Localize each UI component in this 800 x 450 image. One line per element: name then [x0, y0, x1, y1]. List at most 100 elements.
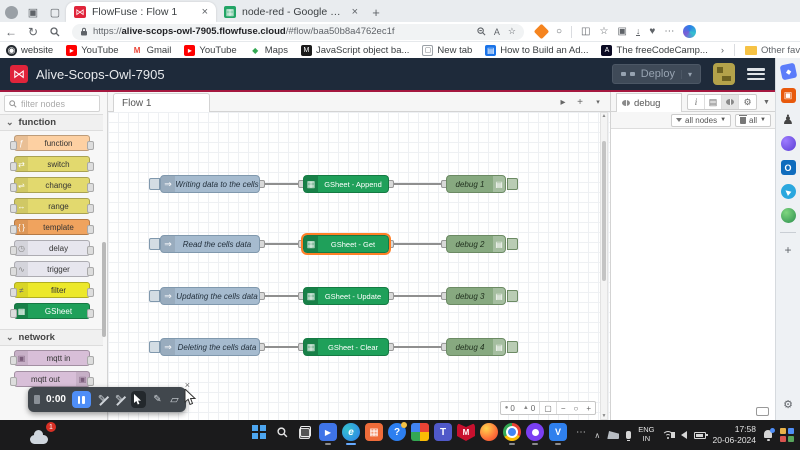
debug-node[interactable]: debug 2 ▤: [446, 235, 506, 253]
scroll-up-icon[interactable]: ▲: [601, 113, 607, 119]
palette-node-switch[interactable]: ⇄ switch: [10, 156, 94, 172]
error-count[interactable]: ● 0: [504, 403, 515, 413]
clock[interactable]: 17:58 20-06-2024: [713, 424, 756, 445]
taskbar-overflow-icon[interactable]: [572, 423, 590, 441]
speaker-icon[interactable]: [670, 431, 687, 439]
profile-avatar-icon[interactable]: [0, 2, 22, 22]
flow-tab[interactable]: Flow 1: [113, 93, 210, 112]
wifi-icon[interactable]: [661, 430, 674, 440]
user-avatar[interactable]: [713, 63, 735, 85]
settings-menu-icon[interactable]: ⋯: [664, 26, 675, 37]
messenger-icon[interactable]: [780, 184, 796, 199]
bookmark[interactable]: JavaScript object ba...: [300, 44, 409, 56]
deploy-options-caret-icon[interactable]: ▾: [680, 69, 692, 79]
debug-toggle-button[interactable]: [507, 341, 518, 353]
inject-node[interactable]: ⇒ Deleting the cells data: [160, 338, 260, 356]
canvas-vertical-scrollbar[interactable]: ▲ ▼: [600, 112, 608, 420]
wire[interactable]: [393, 183, 443, 185]
palette-filter-input[interactable]: filter nodes: [4, 95, 100, 112]
debug-node[interactable]: debug 4 ▤: [446, 338, 506, 356]
zoom-out-button[interactable]: −: [560, 403, 566, 413]
hidden-icons-chevron[interactable]: ∧: [594, 430, 601, 440]
wire[interactable]: [264, 183, 300, 185]
bookmark[interactable]: How to Build an Ad...: [485, 44, 588, 56]
debug-node[interactable]: debug 1 ▤: [446, 175, 506, 193]
chrome-icon[interactable]: [503, 423, 521, 445]
eraser-tool-icon[interactable]: ▱: [170, 394, 179, 406]
palette-node-change[interactable]: ⇌ change: [10, 177, 94, 193]
debug-toggle-button[interactable]: [507, 238, 518, 250]
games-icon[interactable]: [781, 112, 796, 127]
other-favorites-folder[interactable]: Other favorites: [745, 45, 800, 56]
movies-app-icon[interactable]: [319, 423, 337, 445]
warning-count[interactable]: ▲ 0: [522, 403, 536, 413]
google-app-icon[interactable]: [411, 423, 429, 441]
copilot-icon[interactable]: [683, 25, 697, 38]
debug-toggle-button[interactable]: [507, 290, 518, 302]
browser-tab-flowfuse[interactable]: FlowFuse : Flow 1 ×: [66, 2, 216, 22]
flow-menu-caret-icon[interactable]: ▾: [596, 99, 600, 106]
palette-node-gsheet[interactable]: ▦ GSheet: [10, 303, 94, 319]
highlighter-off-icon[interactable]: ✎: [114, 394, 124, 405]
palette-node-range[interactable]: ↔ range: [10, 198, 94, 214]
close-toolbar-icon[interactable]: ×: [184, 380, 190, 390]
zoom-in-button[interactable]: +: [586, 403, 591, 413]
pen-tool-icon[interactable]: ✎: [153, 394, 162, 405]
downloads-icon[interactable]: ↓: [635, 26, 641, 36]
browser-tab-sheets[interactable]: node-red - Google Sheets ×: [216, 2, 366, 22]
gsheet-update-node[interactable]: ▦ GSheet - Update: [303, 287, 389, 305]
palette-node-filter[interactable]: ≠ filter: [10, 282, 94, 298]
bookmarks-overflow-icon[interactable]: ›: [720, 44, 725, 56]
shopping-tag-icon[interactable]: [779, 62, 797, 81]
back-icon[interactable]: ←: [5, 24, 17, 39]
debug-clear-button[interactable]: all ▼: [735, 113, 771, 127]
marker-off-icon[interactable]: ✎: [97, 394, 107, 405]
scrollbar-thumb[interactable]: [602, 141, 606, 281]
wire[interactable]: [264, 243, 300, 245]
main-menu-icon[interactable]: [747, 68, 765, 80]
cursor-tool-selected[interactable]: [130, 391, 146, 408]
refresh-icon[interactable]: ↻: [27, 24, 39, 39]
close-tab-icon[interactable]: ×: [201, 6, 208, 18]
palette-node-trigger[interactable]: ∿ trigger: [10, 261, 94, 277]
help-tab-icon[interactable]: ▤: [705, 95, 722, 109]
extension-icon[interactable]: ○: [556, 26, 563, 37]
debug-tab-icon[interactable]: [722, 95, 739, 109]
bookmark[interactable]: website: [6, 44, 53, 56]
teams-icon[interactable]: [434, 423, 452, 441]
config-tab-icon[interactable]: ⚙: [743, 96, 752, 107]
pause-button[interactable]: [71, 391, 91, 408]
inject-node[interactable]: ⇒ Read the cells data: [160, 235, 260, 253]
deploy-button[interactable]: Deploy ▾: [611, 64, 701, 84]
bookmark[interactable]: Gmail: [131, 44, 171, 56]
collections-icon[interactable]: ▣: [617, 26, 627, 37]
notifications-bell-icon[interactable]: [763, 428, 775, 441]
search-icon[interactable]: [273, 423, 291, 441]
tools-icon[interactable]: [780, 88, 796, 103]
palette-node-function[interactable]: ƒ function: [10, 135, 94, 151]
firefox-icon[interactable]: [480, 423, 498, 441]
split-screen-icon[interactable]: ◫: [581, 26, 591, 37]
weather-widget[interactable]: 1: [30, 422, 56, 446]
inject-button[interactable]: [149, 290, 160, 302]
read-aloud-icon[interactable]: A: [493, 26, 500, 37]
sidebar-menu-caret-icon[interactable]: ▼: [763, 98, 770, 106]
sidebar-settings-icon[interactable]: [781, 397, 796, 412]
search-icon[interactable]: [44, 26, 66, 37]
bookmark[interactable]: YouTube: [66, 44, 119, 56]
debug-toggle-button[interactable]: [507, 178, 518, 190]
workspaces-icon[interactable]: ▣: [27, 6, 39, 19]
microphone-icon[interactable]: [626, 431, 632, 441]
palette-scrollbar[interactable]: [102, 242, 106, 337]
inject-button[interactable]: [149, 341, 160, 353]
palette-node-mqtt-in[interactable]: ▣ mqtt in: [10, 350, 94, 366]
task-view-icon[interactable]: [296, 423, 314, 441]
grow-icon[interactable]: [780, 208, 796, 223]
flow-grid[interactable]: ⇒ Writing data to the cells ▦ GSheet - App…: [108, 112, 610, 420]
start-button[interactable]: [250, 423, 268, 441]
favorite-star-icon[interactable]: ☆: [507, 26, 516, 36]
debug-filter-button[interactable]: all nodes ▼: [671, 113, 732, 127]
scroll-down-icon[interactable]: ▼: [601, 413, 607, 419]
bookmark[interactable]: New tab: [422, 44, 472, 56]
wire[interactable]: [393, 346, 443, 348]
